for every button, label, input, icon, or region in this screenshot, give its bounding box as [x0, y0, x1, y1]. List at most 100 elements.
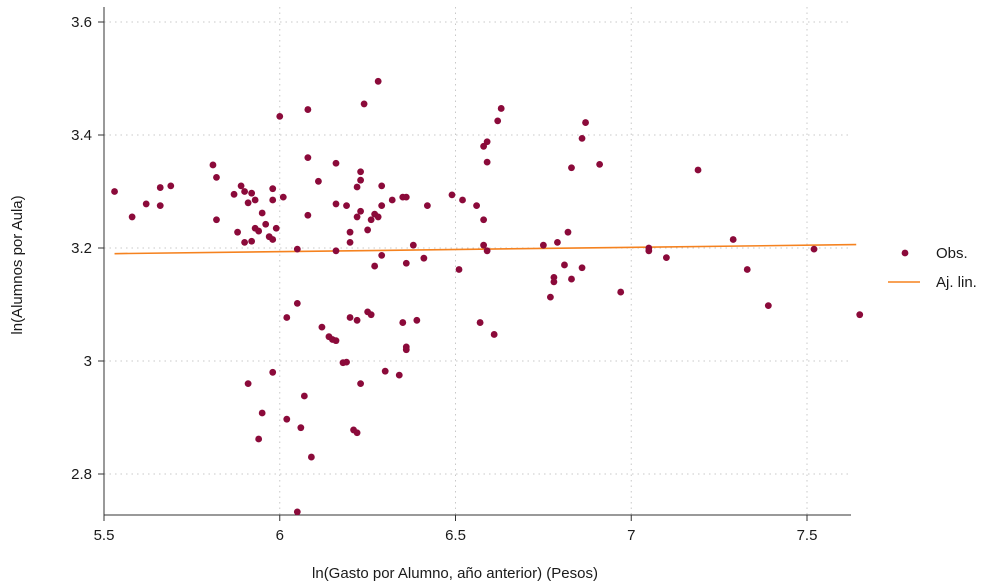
data-point	[645, 247, 653, 255]
data-point	[388, 196, 396, 204]
data-point	[617, 288, 625, 296]
data-point	[272, 224, 280, 232]
data-point	[142, 200, 150, 208]
data-point	[494, 117, 502, 125]
data-point	[420, 254, 428, 262]
y-tick-label: 3.4	[71, 127, 92, 144]
data-point	[248, 189, 256, 197]
data-point	[402, 346, 410, 354]
data-point	[258, 409, 266, 417]
data-point	[381, 367, 389, 375]
data-point	[764, 302, 772, 310]
data-point	[300, 392, 308, 400]
data-point	[547, 293, 554, 301]
data-point	[480, 216, 488, 224]
data-point	[729, 236, 737, 243]
data-point	[234, 228, 241, 236]
data-point	[346, 228, 354, 236]
data-point	[578, 134, 586, 142]
data-point	[332, 247, 340, 255]
data-point	[346, 238, 354, 246]
data-point	[248, 237, 256, 245]
data-point	[395, 371, 403, 379]
data-point	[568, 275, 575, 283]
x-axis-title: ln(Gasto por Alumno, año anterior) (Peso…	[312, 565, 598, 582]
data-point	[357, 380, 364, 387]
data-point	[476, 319, 484, 326]
data-point	[293, 508, 301, 516]
data-point	[255, 227, 263, 235]
data-point	[357, 207, 364, 215]
data-point	[346, 314, 354, 321]
axis-layer: 2.8 3 3.2 3.4 3.6 5.5 6 6.5 7 7.5	[71, 7, 851, 544]
data-point	[364, 226, 372, 234]
data-point	[353, 183, 361, 191]
data-point	[332, 159, 340, 167]
data-point	[564, 228, 572, 236]
data-point	[283, 314, 291, 321]
data-point	[241, 188, 249, 195]
data-point	[251, 196, 259, 204]
data-point	[423, 202, 431, 210]
data-point	[810, 245, 818, 253]
data-point	[497, 105, 505, 112]
data-point	[578, 264, 586, 272]
data-point	[297, 424, 305, 432]
y-tick-label: 3.2	[71, 240, 92, 257]
data-point	[568, 164, 575, 172]
data-point	[307, 453, 315, 461]
data-point	[374, 213, 382, 221]
legend-label-fit: Aj. lin.	[936, 274, 977, 291]
data-point	[283, 415, 291, 423]
data-point	[582, 119, 589, 126]
data-point	[269, 185, 277, 193]
data-point	[167, 182, 175, 190]
data-point	[304, 106, 312, 113]
data-point	[332, 337, 340, 345]
data-point	[156, 184, 164, 191]
data-point	[315, 177, 322, 185]
data-point	[455, 266, 463, 273]
y-tick-label: 3	[84, 353, 92, 370]
grid-layer	[103, 7, 851, 515]
y-tick-label: 3.6	[71, 14, 92, 31]
data-point	[293, 245, 301, 253]
data-point	[343, 358, 350, 366]
data-point	[269, 368, 277, 376]
data-point	[596, 160, 604, 168]
data-point	[374, 77, 382, 85]
data-point	[111, 188, 118, 195]
data-point	[244, 199, 252, 207]
data-point	[213, 173, 220, 181]
data-point	[480, 241, 488, 249]
data-point	[269, 196, 277, 204]
data-point	[156, 202, 164, 210]
data-point	[459, 196, 466, 204]
data-point	[483, 247, 491, 255]
data-point	[550, 278, 558, 286]
data-point	[128, 213, 136, 221]
scatter-points-layer	[111, 77, 864, 516]
y-axis-title: ln(Alumnos por Aula)	[9, 195, 26, 334]
data-point	[448, 191, 456, 199]
data-point	[244, 380, 252, 387]
data-point	[378, 251, 386, 259]
data-point	[304, 154, 312, 162]
data-point	[269, 236, 277, 243]
data-point	[743, 266, 751, 273]
data-point	[483, 138, 491, 146]
data-point	[402, 259, 410, 267]
x-tick-label: 7.5	[797, 527, 818, 544]
legend-label-obs: Obs.	[936, 245, 968, 262]
x-tick-label: 7	[627, 527, 635, 544]
data-point	[230, 190, 238, 198]
data-point	[353, 213, 361, 221]
data-point	[663, 254, 670, 262]
data-point	[353, 316, 361, 324]
data-point	[357, 168, 364, 176]
data-point	[371, 262, 379, 270]
data-point	[378, 202, 386, 210]
data-point	[304, 211, 312, 219]
data-point	[213, 216, 220, 224]
